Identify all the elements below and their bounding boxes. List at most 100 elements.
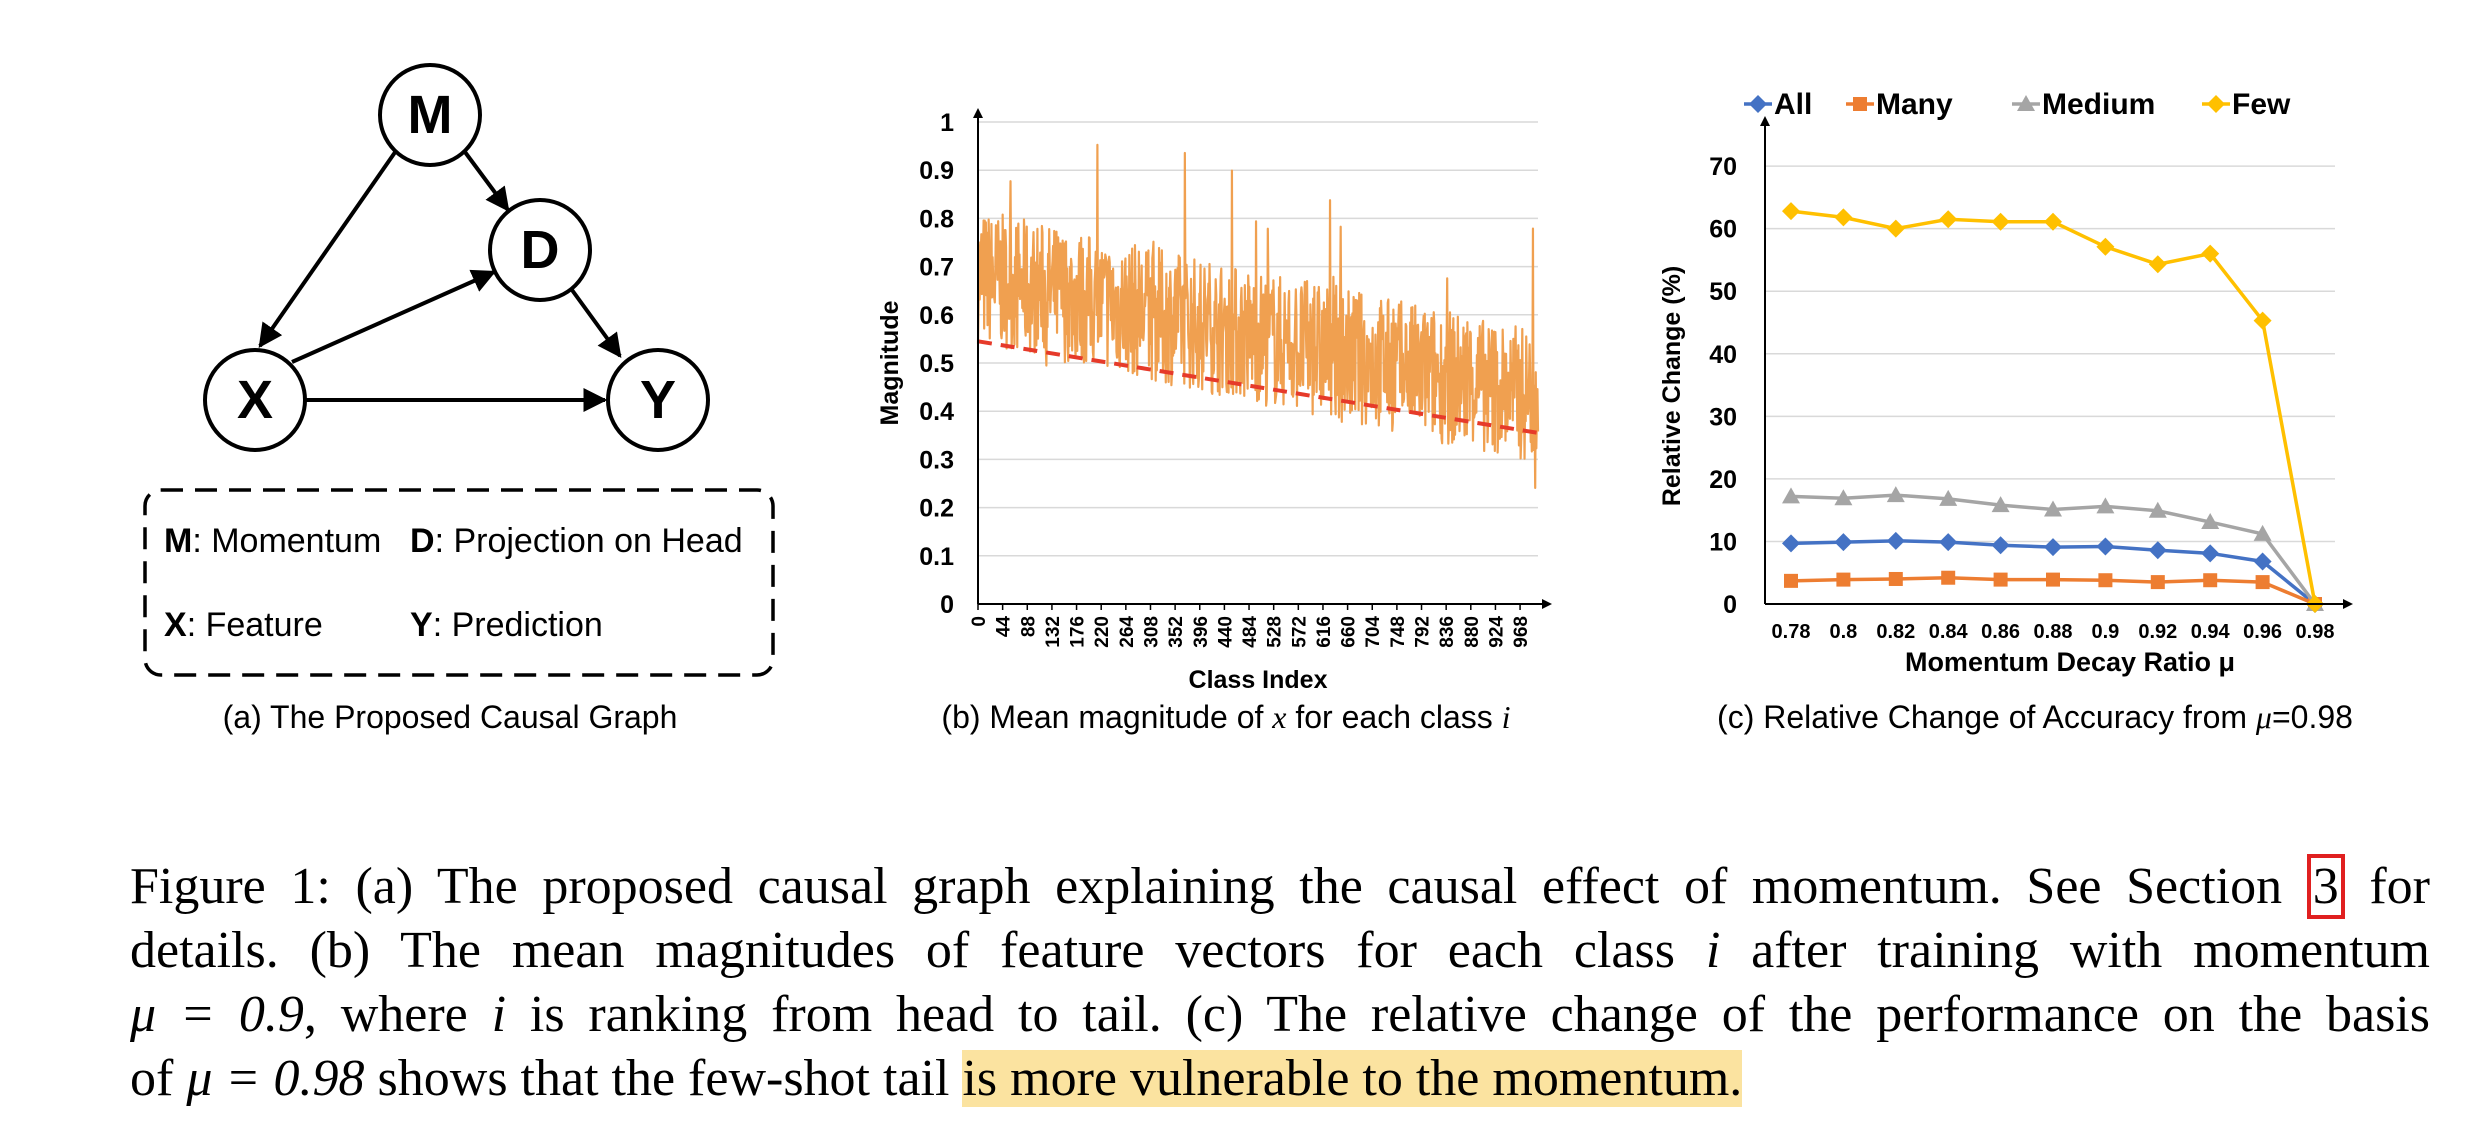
section-reference-link[interactable]: 3	[2306, 854, 2345, 919]
x-tick-label: 0.86	[1981, 621, 2020, 643]
x-tick-label: 484	[1240, 616, 1261, 648]
data-point	[1782, 202, 1800, 221]
legend-label: Few	[2232, 88, 2291, 121]
x-axis-arrow	[1542, 599, 1552, 609]
data-point	[1782, 534, 1800, 553]
caption-line-3: μ = 0.9, where i is ranking from head to…	[130, 986, 2430, 1043]
x-tick-label: 0	[969, 616, 990, 627]
node-d: D	[488, 198, 592, 302]
x-tick-label: 220	[1092, 616, 1113, 648]
y-tick-label: 40	[1709, 341, 1737, 369]
series-few	[1782, 202, 2324, 613]
data-point	[1834, 489, 1853, 506]
y-tick-label: 0.3	[919, 446, 954, 474]
legend-marker	[2207, 95, 2225, 113]
relative-change-axes	[1760, 116, 2353, 609]
data-point	[1941, 570, 1956, 585]
caption-line-4: of μ = 0.98 shows that the few-shot tail…	[130, 1050, 1743, 1107]
data-point	[2044, 500, 2062, 517]
x-tick-label: 792	[1413, 616, 1434, 648]
x-tick-label: 0.78	[1772, 621, 1811, 643]
data-point	[1836, 572, 1851, 587]
data-point	[2201, 544, 2220, 563]
causal-graph-panel: M D X Y M: Momentum D: Projection on Hea…	[0, 0, 860, 780]
data-point	[2201, 244, 2220, 263]
relative-change-gridlines	[1765, 165, 2335, 543]
legend-label: Medium	[2042, 88, 2155, 121]
data-point	[2201, 513, 2220, 530]
relative-change-x-axis-label: Momentum Decay Ratio μ	[1905, 647, 2235, 677]
y-tick-label: 20	[1709, 466, 1737, 494]
y-tick-label: 1	[940, 109, 954, 137]
data-point	[2046, 572, 2060, 587]
y-tick-label: 0.1	[919, 543, 954, 571]
x-tick-label: 968	[1511, 616, 1532, 648]
y-axis-arrow	[973, 108, 983, 118]
node-y: Y	[606, 348, 710, 452]
x-tick-label: 880	[1462, 616, 1483, 648]
y-tick-label: 0	[940, 591, 954, 619]
x-tick-label: 0.9	[2091, 621, 2119, 643]
data-point	[2044, 538, 2062, 557]
magnitude-y-ticks: 0 0.1 0.2 0.3 0.4 0.5 0.6 0.7 0.8 0.9 1	[919, 109, 954, 619]
y-tick-label: 0	[1723, 591, 1737, 619]
edge-x-to-d	[291, 269, 497, 364]
node-m: M	[378, 63, 482, 167]
magnitude-axes	[973, 108, 1552, 609]
x-tick-label: 0.88	[2034, 621, 2073, 643]
y-tick-label: 0.5	[919, 350, 954, 378]
legend-feature: X: Feature	[164, 606, 323, 644]
data-point	[1886, 219, 1905, 238]
data-point	[1991, 536, 2010, 555]
x-tick-label: 0.98	[2296, 621, 2335, 643]
y-tick-label: 50	[1709, 278, 1737, 306]
edge-d-to-y	[570, 288, 622, 358]
data-point	[2096, 537, 2115, 556]
node-x: X	[203, 348, 307, 452]
node-y-label: Y	[640, 370, 676, 430]
x-tick-label: 924	[1486, 616, 1507, 648]
data-point	[2096, 237, 2115, 256]
y-tick-label: 10	[1709, 528, 1737, 556]
subcaption-a: (a) The Proposed Causal Graph	[223, 699, 678, 735]
data-point	[2044, 212, 2062, 231]
y-tick-label: 0.9	[919, 157, 954, 185]
x-tick-label: 440	[1215, 616, 1236, 648]
data-point	[2098, 573, 2113, 588]
x-tick-label: 396	[1191, 616, 1212, 648]
edge-m-to-x	[258, 146, 400, 348]
data-point	[1991, 212, 2010, 231]
subcaption-c: (c) Relative Change of Accuracy from μ=0…	[1717, 699, 2353, 735]
subcaption-b: (b) Mean magnitude of x for each class i	[941, 699, 1510, 735]
relative-change-y-axis-label: Relative Change (%)	[1658, 266, 1686, 506]
magnitude-trend-line	[977, 339, 1539, 435]
data-point	[2253, 524, 2272, 541]
x-tick-label: 88	[1018, 616, 1039, 637]
magnitude-chart: 0 0.1 0.2 0.3 0.4 0.5 0.6 0.7 0.8 0.9 1 0 44 88 132 17…	[876, 108, 1552, 735]
legend-marker	[2017, 95, 2035, 111]
edge-m-to-d	[460, 146, 510, 212]
y-tick-label: 0.8	[919, 205, 954, 233]
data-point	[1886, 531, 1905, 550]
causal-graph-svg: M D X Y M: Momentum D: Projection on Hea…	[143, 63, 775, 735]
data-point	[1834, 533, 1853, 552]
legend-projection: D: Projection on Head	[410, 522, 743, 560]
x-tick-label: 0.92	[2138, 621, 2177, 643]
data-point	[2148, 501, 2167, 518]
data-point	[1939, 489, 1958, 506]
x-axis-arrow	[2343, 599, 2353, 609]
highlighted-text: is more vulnerable to the momentum.	[962, 1050, 1743, 1107]
data-point	[2253, 311, 2272, 330]
relative-change-chart-panel: 0 10 20 30 40 50 60 70 0.78 0.8 0.82 0.84 0.86 0.88 0…	[1600, 0, 2486, 780]
y-axis-arrow	[1760, 116, 1770, 126]
data-point	[1888, 571, 1903, 586]
node-m-label: M	[408, 85, 453, 145]
data-point	[2148, 255, 2167, 274]
relative-change-legend: All Many Medium Few	[1744, 88, 2291, 121]
data-point	[2203, 573, 2218, 588]
x-tick-label: 528	[1265, 616, 1286, 648]
figure-caption: Figure 1: (a) The proposed causal graph …	[130, 854, 2430, 1111]
series-all	[1782, 531, 2324, 613]
magnitude-x-ticks: 0 44 88 132 176 220 264 308 352 396 440 484 528 572 61…	[969, 604, 1532, 648]
